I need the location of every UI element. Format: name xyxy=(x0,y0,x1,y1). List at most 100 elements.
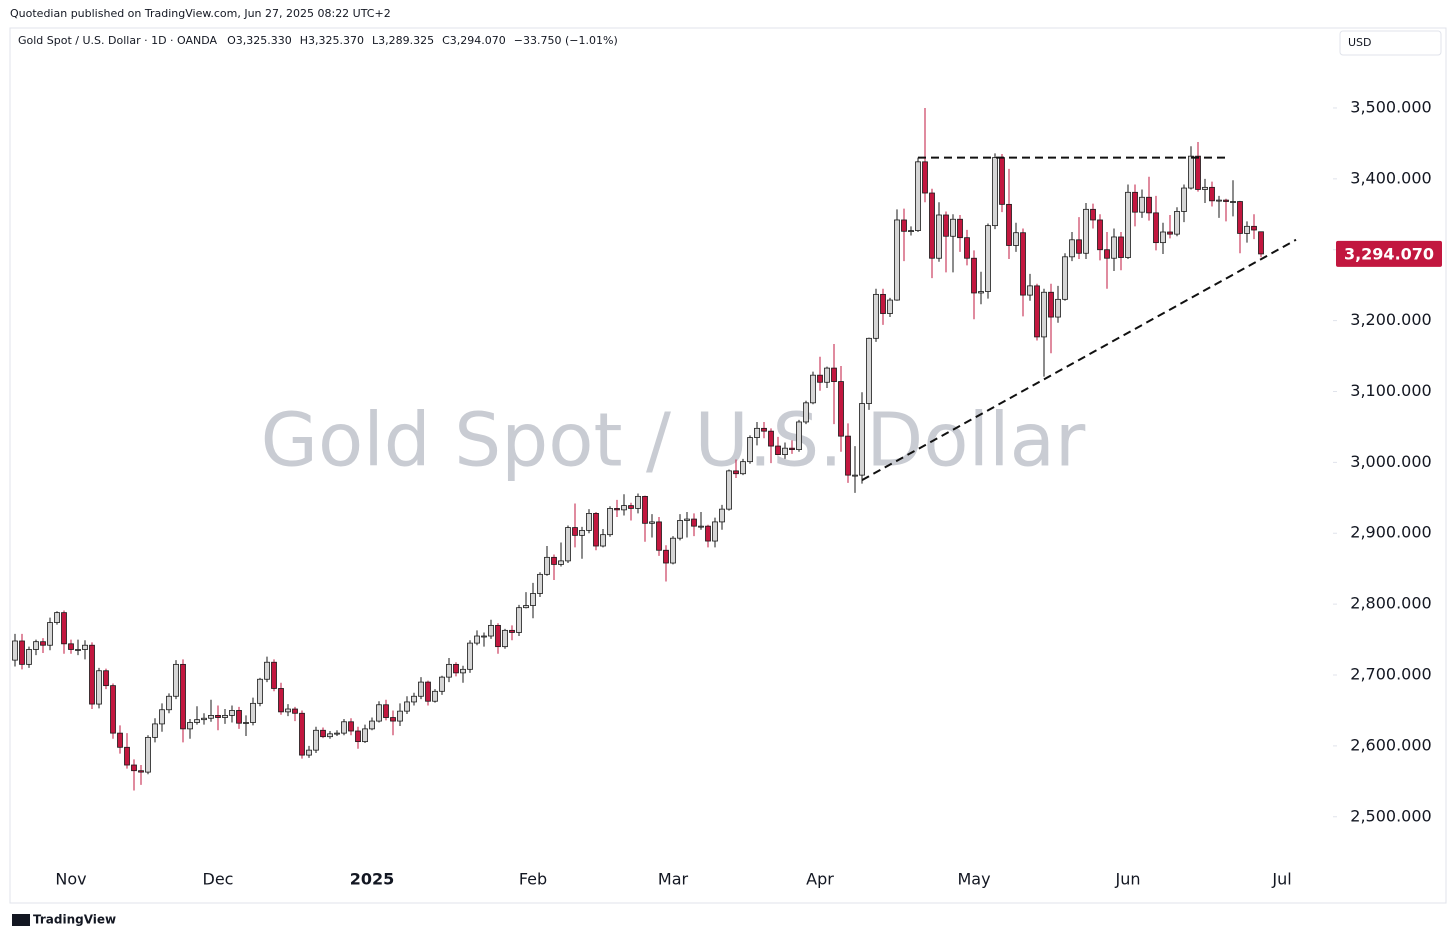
candle-body xyxy=(999,157,1005,205)
candle-body xyxy=(369,720,375,730)
candle-body xyxy=(866,337,872,404)
y-tick-label: 3,400.000 xyxy=(1350,168,1431,187)
candle-body xyxy=(663,549,669,564)
candle-body xyxy=(411,695,417,703)
candle-body xyxy=(712,521,718,542)
y-tick-label: 2,600.000 xyxy=(1350,735,1431,754)
x-tick-label: Feb xyxy=(519,870,547,889)
publish-header: Quotedian published on TradingView.com, … xyxy=(10,7,391,20)
candle-body xyxy=(831,367,837,382)
candle-body xyxy=(740,461,746,475)
candle-body xyxy=(418,681,424,697)
y-tick-label: 2,500.000 xyxy=(1350,806,1431,825)
candle-body xyxy=(1188,155,1194,189)
candle-body xyxy=(439,676,445,692)
candle-body xyxy=(915,161,921,231)
candle-body xyxy=(971,257,977,294)
watermark: Gold Spot / U.S. Dollar xyxy=(261,398,1086,484)
candle-body xyxy=(397,710,403,722)
candle-body xyxy=(1251,225,1257,231)
candle-body xyxy=(383,704,389,718)
candle-body xyxy=(1083,208,1089,254)
candle-body xyxy=(782,447,788,455)
candle-body xyxy=(656,521,662,551)
candle-body xyxy=(201,717,207,721)
candle-body xyxy=(1111,236,1117,259)
candle-body xyxy=(684,518,690,521)
candle-body xyxy=(131,764,137,772)
candle-body xyxy=(873,293,879,339)
candle-body xyxy=(789,447,795,451)
candle-body xyxy=(824,367,830,383)
candle-body xyxy=(761,427,767,432)
candle-body xyxy=(152,723,158,738)
candle-body xyxy=(978,291,984,294)
candle-body xyxy=(320,729,326,738)
candle-body xyxy=(950,218,956,237)
chart-frame xyxy=(9,27,1447,904)
candle-body xyxy=(1048,291,1054,318)
candle-body xyxy=(285,708,291,713)
y-tick-label: 3,100.000 xyxy=(1350,381,1431,400)
candle-body xyxy=(208,715,214,719)
candle-body xyxy=(1209,186,1215,202)
candle-body xyxy=(1069,239,1075,258)
candle-body xyxy=(278,688,284,713)
candle-body xyxy=(19,640,25,665)
candle-body xyxy=(796,421,802,451)
trendline xyxy=(861,238,1297,481)
candle-body xyxy=(54,612,60,623)
candle-body xyxy=(747,437,753,463)
candle-body xyxy=(138,770,144,773)
candle-body xyxy=(12,640,18,661)
candle-body xyxy=(376,704,382,722)
candle-body xyxy=(390,717,396,722)
candle-body xyxy=(1216,199,1222,202)
candle-body xyxy=(698,525,704,528)
candle-body xyxy=(313,729,319,751)
candle-body xyxy=(992,157,998,227)
candle-body xyxy=(1062,256,1068,300)
candle-body xyxy=(215,715,221,718)
candle-body xyxy=(537,573,543,594)
candle-body xyxy=(733,470,739,475)
candle-body xyxy=(236,710,242,724)
candle-body xyxy=(75,649,81,651)
candle-body xyxy=(229,710,235,716)
candle-body xyxy=(901,219,907,232)
candle-body xyxy=(509,629,515,633)
candle-body xyxy=(530,593,536,606)
candle-body xyxy=(621,505,627,511)
candle-body xyxy=(936,214,942,259)
candle-body xyxy=(600,534,606,547)
candle-body xyxy=(1223,199,1229,202)
currency-label: USD xyxy=(1348,36,1372,49)
candle-body xyxy=(1230,201,1236,203)
candle-body xyxy=(124,746,130,766)
candle-body xyxy=(26,649,32,665)
candle-body xyxy=(670,537,676,564)
candle-body xyxy=(635,495,641,509)
candle-body xyxy=(495,624,501,648)
ohlc-legend: O3,325.330 H3,325.370 L3,289.325 C3,294.070… xyxy=(227,34,618,47)
candle-body xyxy=(502,629,508,648)
candle-body xyxy=(880,293,886,314)
x-tick-label: 2025 xyxy=(350,870,395,889)
candle-body xyxy=(488,624,494,637)
x-tick-label: Nov xyxy=(55,870,86,889)
candle-body xyxy=(82,644,88,650)
candle-body xyxy=(1034,285,1040,338)
candle-body xyxy=(1174,211,1180,235)
candle-body xyxy=(964,237,970,259)
candle-body xyxy=(705,525,711,542)
candle-body xyxy=(551,556,557,565)
candle-body xyxy=(355,730,361,743)
ohlc-value: H3,325.370 xyxy=(300,34,364,47)
candle-body xyxy=(89,644,95,705)
candle-body xyxy=(852,474,858,477)
currency-box[interactable] xyxy=(1339,30,1442,56)
candle-body xyxy=(432,690,438,702)
candle-body xyxy=(292,708,298,714)
candle-body xyxy=(579,530,585,536)
